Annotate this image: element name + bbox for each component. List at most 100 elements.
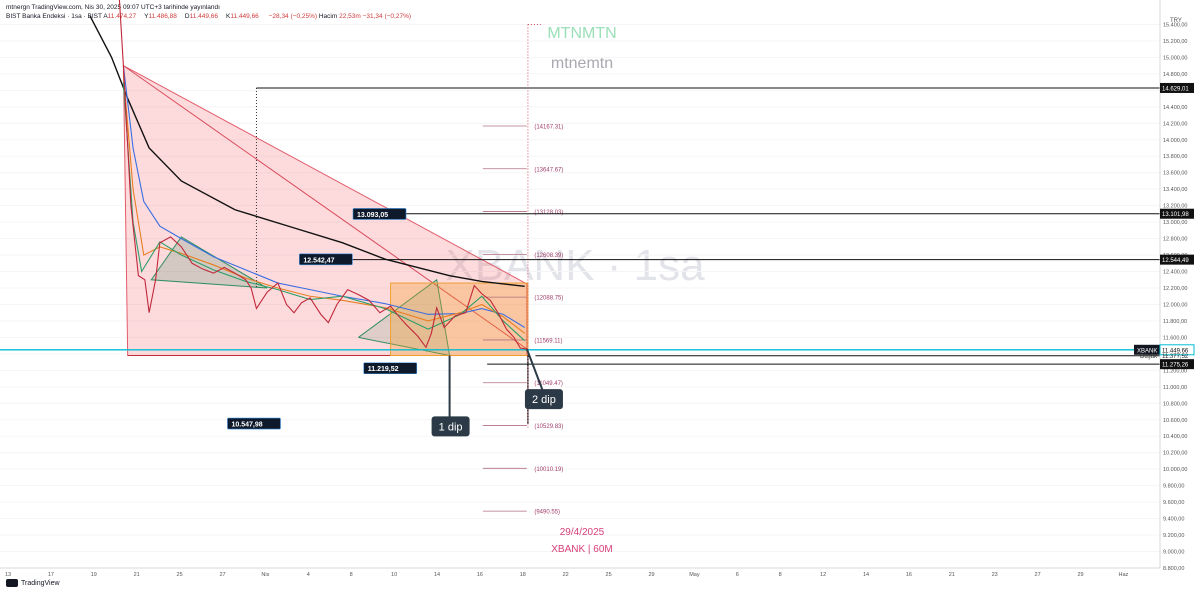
x-tick-label: 12 bbox=[820, 572, 826, 578]
brand-name: TradingView bbox=[21, 579, 60, 587]
y-tick-label: 9.400,00 bbox=[1163, 517, 1184, 523]
y-tick-label: 13.000,00 bbox=[1163, 220, 1187, 226]
x-tick-label: 25 bbox=[177, 572, 183, 578]
y-tick-label: 13.200,00 bbox=[1163, 204, 1187, 210]
x-tick-label: 14 bbox=[863, 572, 869, 578]
price-annotation-text: 13.093,05 bbox=[357, 212, 388, 219]
price-annotation bbox=[352, 208, 407, 220]
y-tick-label: 12.200,00 bbox=[1163, 286, 1187, 292]
x-tick-label: 16 bbox=[906, 572, 912, 578]
symbol-tag bbox=[1134, 344, 1160, 355]
x-tick-label: 21 bbox=[949, 572, 955, 578]
y-tick-label: 11.600,00 bbox=[1163, 335, 1187, 341]
price-annotation-text: 11.219,52 bbox=[368, 366, 399, 373]
x-tick-label: 22 bbox=[563, 572, 569, 578]
y-tick-label: 11.200,00 bbox=[1163, 368, 1187, 374]
y-tick-label: 13.600,00 bbox=[1163, 171, 1187, 177]
y-tick-label: 10.000,00 bbox=[1163, 467, 1187, 473]
low-tag-label: Düşük bbox=[1140, 354, 1158, 360]
symbol-tag-text: XBANK bbox=[1137, 348, 1157, 354]
footer-symbol: XBANK | 60M bbox=[551, 544, 613, 555]
ohlc-item: D11.449,66 bbox=[184, 13, 219, 20]
x-tick-label: 17 bbox=[48, 572, 54, 578]
y-tick-label: 14.200,00 bbox=[1163, 121, 1187, 127]
axis-price-tag-text: 13.101,98 bbox=[1162, 212, 1189, 218]
x-tick-label: May bbox=[689, 572, 700, 578]
symbol-line[interactable]: BIST Banka Endeksi · 1sa · BIST bbox=[6, 13, 102, 20]
y-tick-label: 10.800,00 bbox=[1163, 401, 1187, 407]
y-tick-label: 14.000,00 bbox=[1163, 138, 1187, 144]
x-tick-label: 8 bbox=[779, 572, 782, 578]
x-tick-label: 6 bbox=[736, 572, 739, 578]
moving-average-line bbox=[122, 73, 526, 334]
volume-value: 22,53m bbox=[339, 13, 361, 20]
ohlc-values: A11.474,27 Y11.486,88 D11.449,66 K11.449,66 bbox=[103, 13, 266, 20]
y-tick-label: 11.000,00 bbox=[1163, 385, 1187, 391]
fib-level-label: (13647.67) bbox=[534, 167, 563, 173]
consolidation-box bbox=[390, 282, 529, 357]
y-tick-label: 15.400,00 bbox=[1163, 22, 1187, 28]
x-tick-label: 18 bbox=[520, 572, 526, 578]
y-tick-label: 12.800,00 bbox=[1163, 237, 1187, 243]
y-tick-label: 14.400,00 bbox=[1163, 105, 1187, 111]
trend-line-inner bbox=[123, 65, 528, 350]
fib-level-label: (10010.19) bbox=[534, 467, 563, 473]
fib-level-label: (12608.39) bbox=[534, 253, 563, 259]
price-annotation bbox=[363, 362, 418, 375]
current-price-tag-text: 11.449,66 bbox=[1162, 348, 1189, 354]
x-tick-label: 23 bbox=[992, 572, 998, 578]
x-tick-label: Nis bbox=[261, 572, 269, 578]
y-tick-label: 9.800,00 bbox=[1163, 484, 1184, 490]
annotation-layer: 13.093,05 12.542,47 11.219,52 10.547,98 1 di… bbox=[227, 208, 613, 555]
y-tick-label: 9.000,00 bbox=[1163, 550, 1184, 556]
fib-level-label: (11049.47) bbox=[534, 381, 563, 387]
y-tick-label: 12.000,00 bbox=[1163, 302, 1187, 308]
moving-average-line bbox=[122, 65, 525, 328]
axis-price-tag-text: 11.275,26 bbox=[1162, 363, 1189, 369]
x-tick-label: 14 bbox=[434, 572, 440, 578]
y-tick-label: 11.800,00 bbox=[1163, 319, 1187, 325]
grid-layer bbox=[0, 23, 1160, 569]
axis-price-tag-text: 14.629,01 bbox=[1162, 86, 1189, 92]
x-tick-label: 27 bbox=[1035, 572, 1041, 578]
footer-brand[interactable]: TradingView bbox=[6, 579, 60, 587]
x-tick-label: 16 bbox=[477, 572, 483, 578]
current-price-tag bbox=[1159, 344, 1195, 356]
y-tick-label: 10.400,00 bbox=[1163, 434, 1187, 440]
axis-price-tag bbox=[1160, 208, 1194, 219]
price-annotation-text: 10.547,98 bbox=[231, 422, 262, 429]
y-tick-label: 8.800,00 bbox=[1163, 566, 1184, 572]
y-tick-label: 13.400,00 bbox=[1163, 187, 1187, 193]
x-tick-label: 27 bbox=[219, 572, 225, 578]
fib-level-label: (10529.83) bbox=[534, 424, 563, 430]
fib-level-label: (12088.75) bbox=[534, 296, 563, 302]
volume-label: Hacim bbox=[318, 13, 338, 20]
low-tag-value: 11.377,52 bbox=[1162, 354, 1189, 360]
ohlc-item: A11.474,27 bbox=[103, 13, 137, 20]
y-tick-label: 9.200,00 bbox=[1163, 533, 1184, 539]
fib-level-label: (9490.55) bbox=[534, 510, 560, 516]
y-tick-label: 13.800,00 bbox=[1163, 154, 1187, 160]
callout-box bbox=[431, 416, 470, 437]
y-tick-label: 12.400,00 bbox=[1163, 270, 1187, 276]
x-tick-label: 29 bbox=[1077, 572, 1083, 578]
y-tick-label: 10.200,00 bbox=[1163, 451, 1187, 457]
y-tick-label: 14.800,00 bbox=[1163, 72, 1187, 78]
price-annotation bbox=[299, 253, 353, 266]
x-tick-label: Haz bbox=[1119, 572, 1129, 578]
currency-label: TRY bbox=[1170, 18, 1182, 24]
chart-header: mtnergn TradingView.com, Nis 30, 2025 09… bbox=[6, 3, 1156, 29]
x-tick-label: 8 bbox=[350, 572, 353, 578]
volume-change: −31,34 (−0,27%) bbox=[362, 13, 412, 20]
x-tick-label: 21 bbox=[134, 572, 140, 578]
ohlc-item: Y11.486,88 bbox=[144, 13, 177, 20]
callout-text: 2 dip bbox=[532, 394, 556, 406]
y-tick-label: 15.200,00 bbox=[1163, 39, 1187, 45]
axis-price-tag bbox=[1160, 359, 1194, 370]
footer-date: 29/4/2025 bbox=[560, 527, 605, 538]
x-tick-label: 25 bbox=[606, 572, 612, 578]
axis-price-tag-text: 12.544,49 bbox=[1162, 258, 1189, 264]
